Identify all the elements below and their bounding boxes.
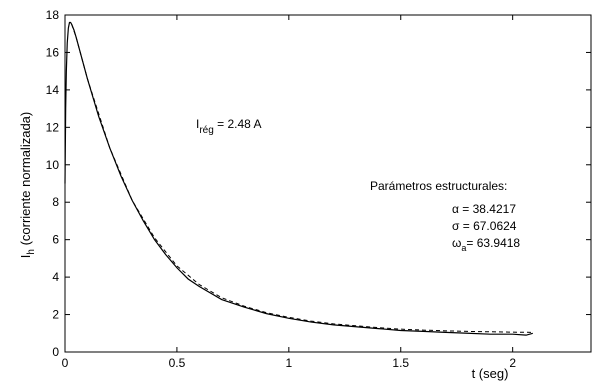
y-tick-label: 18 xyxy=(46,8,60,22)
ireg-annotation: Irég = 2.48 A xyxy=(196,117,262,136)
param-omega-symbol: ω xyxy=(452,236,461,250)
y-tick-label: 16 xyxy=(46,45,60,59)
y-axis-label: Ih (corriente normalizada) xyxy=(18,112,37,258)
param-alpha-symbol: α xyxy=(452,202,459,216)
y-tick-label: 8 xyxy=(52,195,59,209)
param-sigma: σ = 67.0624 xyxy=(452,219,517,233)
y-axis-label-rest: (corriente normalizada) xyxy=(18,112,33,249)
y-axis-label-main: I xyxy=(18,255,33,259)
param-omega-sub: a xyxy=(461,243,466,253)
y-tick-label: 0 xyxy=(52,345,59,359)
ireg-value: = 2.48 A xyxy=(214,117,262,131)
series-layer xyxy=(64,21,533,336)
param-alpha: α = 38.4217 xyxy=(452,202,516,216)
ticks: 0 0.5 1 1.5 2 0 2 4 6 8 10 12 14 16 18 xyxy=(46,8,591,370)
series-line-model xyxy=(71,24,533,333)
x-tick-label: 0.5 xyxy=(169,356,186,370)
x-tick-label: 1 xyxy=(285,356,292,370)
x-axis-label: t (seg) xyxy=(472,366,509,381)
x-tick-label: 0 xyxy=(62,356,69,370)
series-line-measured xyxy=(64,21,533,336)
ireg-main: I xyxy=(196,117,199,131)
y-tick-label: 2 xyxy=(52,308,59,322)
y-axis-label-sub: h xyxy=(26,249,37,255)
y-tick-label: 10 xyxy=(46,158,60,172)
param-omega-value: = 63.9418 xyxy=(466,236,520,250)
param-sigma-symbol: σ xyxy=(452,219,460,233)
y-tick-label: 4 xyxy=(52,270,59,284)
plot-area xyxy=(64,14,592,353)
ireg-sub: rég xyxy=(199,125,213,136)
param-sigma-value: = 67.0624 xyxy=(459,219,516,233)
y-tick-label: 14 xyxy=(46,83,60,97)
y-tick-label: 6 xyxy=(52,233,59,247)
params-title: Parámetros estructurales: xyxy=(370,179,507,193)
param-omega: ωa= 63.9418 xyxy=(452,236,520,253)
y-tick-label: 12 xyxy=(46,120,60,134)
x-tick-label: 1.5 xyxy=(392,356,409,370)
param-alpha-value: = 38.4217 xyxy=(459,202,516,216)
x-tick-label: 2 xyxy=(509,356,516,370)
